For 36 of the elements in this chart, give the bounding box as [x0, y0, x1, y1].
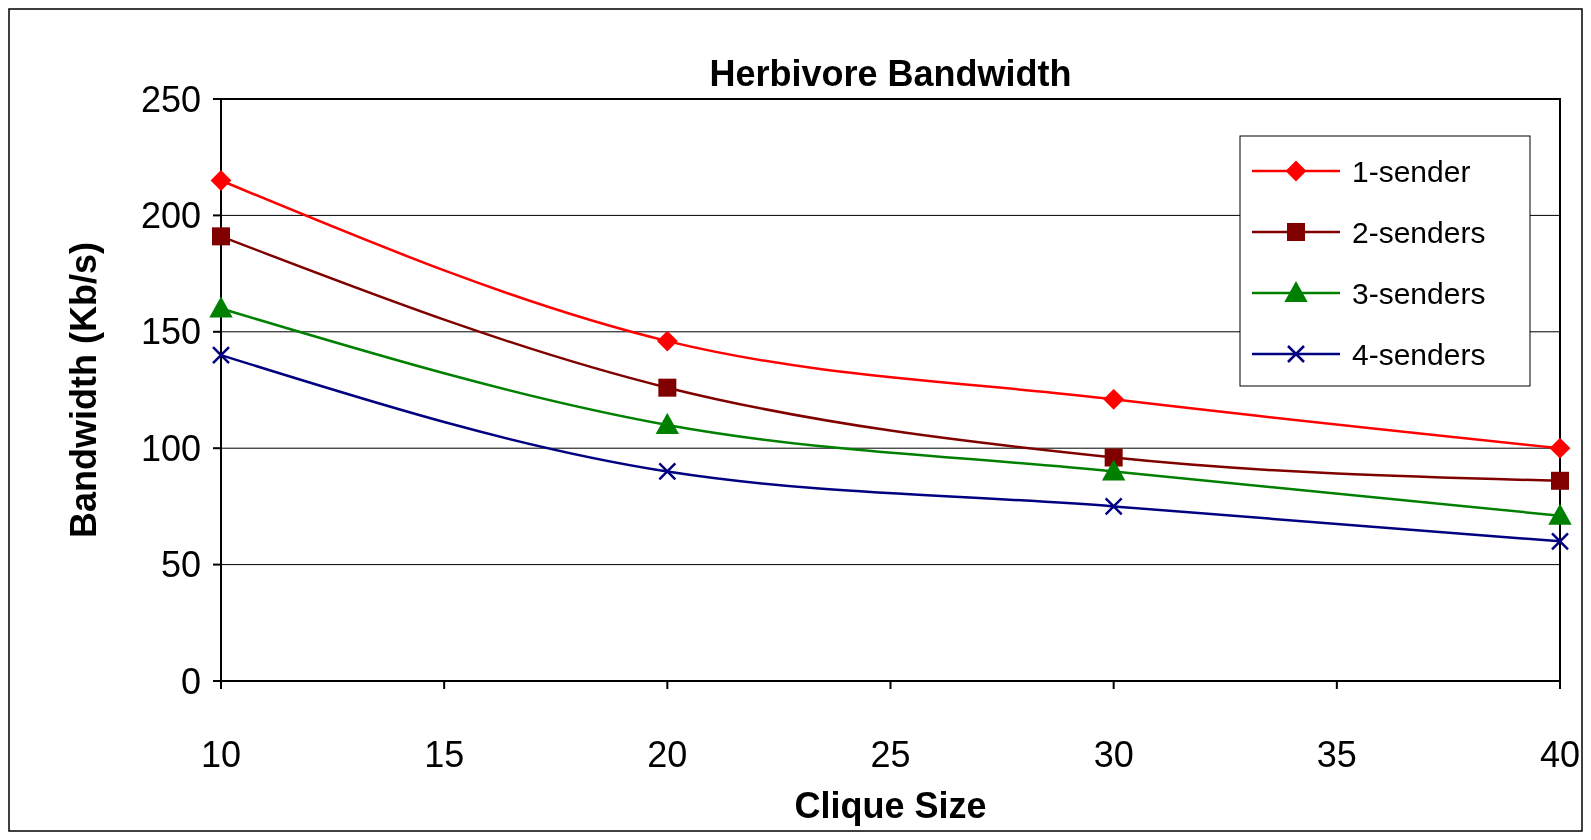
point	[210, 297, 232, 318]
x-tick-label: 25	[870, 734, 911, 775]
y-tick-label: 0	[180, 660, 201, 702]
point	[658, 462, 677, 481]
legend-label: 4-senders	[1352, 337, 1486, 371]
point	[1551, 471, 1569, 490]
y-axis-title: Bandwidth (Kb/s)	[63, 242, 104, 538]
legend-label: 2-senders	[1352, 215, 1486, 249]
point	[1550, 438, 1570, 459]
point	[1550, 532, 1570, 551]
y-tick-label: 50	[160, 544, 201, 586]
legend-label: 1-sender	[1352, 154, 1471, 188]
point	[211, 345, 231, 365]
point	[1102, 460, 1125, 481]
y-tick-label: 150	[140, 311, 201, 353]
x-tick-label: 20	[647, 734, 688, 775]
point	[211, 170, 231, 191]
x-tick-label: 30	[1093, 734, 1134, 775]
y-tick-label: 200	[140, 195, 201, 236]
x-tick-label: 40	[1539, 734, 1581, 775]
x-tick-label: 15	[424, 734, 465, 775]
legend-label: 3-senders	[1352, 276, 1486, 310]
point	[212, 227, 230, 246]
point	[1104, 448, 1123, 467]
y-tick-label: 250	[140, 78, 201, 120]
x-axis-title: Clique Size	[794, 785, 987, 826]
point	[658, 378, 677, 397]
point	[657, 331, 678, 352]
point	[656, 413, 679, 434]
x-tick-label: 35	[1316, 734, 1357, 775]
chart-title: Herbivore Bandwidth	[709, 53, 1072, 94]
y-tick-label: 100	[140, 427, 201, 469]
x-tick-label: 10	[200, 734, 242, 775]
point	[1549, 504, 1571, 525]
point	[1104, 497, 1123, 516]
point	[1103, 389, 1124, 410]
